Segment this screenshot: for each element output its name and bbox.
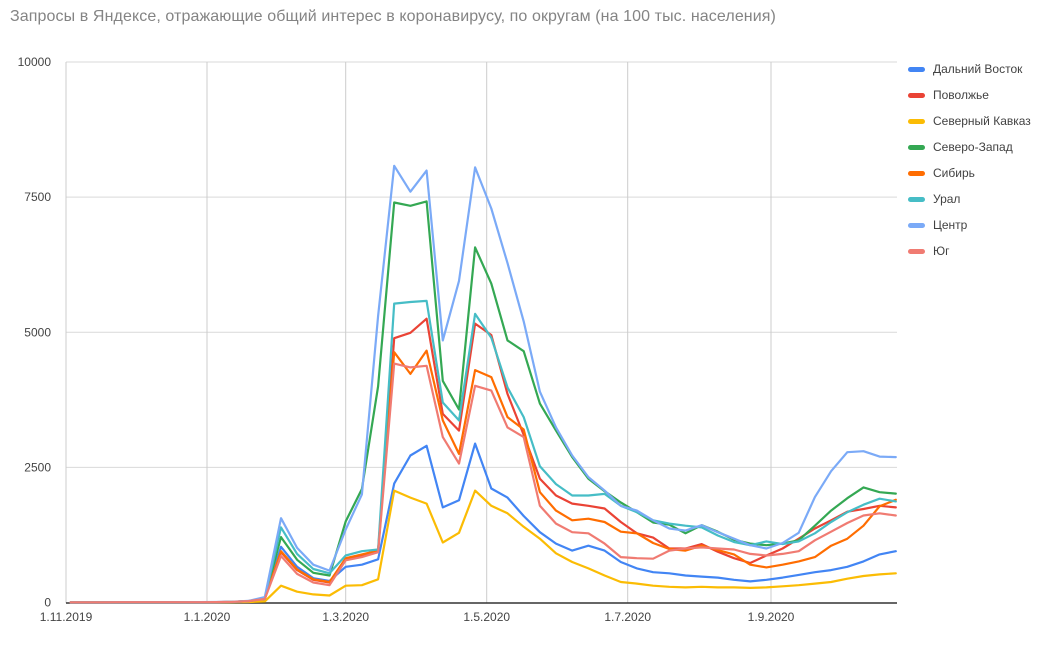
legend-label-yug: Юг [933, 244, 950, 258]
x-axis-label-3: 1.5.2020 [463, 610, 510, 624]
y-axis-label-0: 0 [44, 596, 51, 610]
x-axis-label-0: 1.11.2019 [40, 610, 93, 624]
legend-swatch-sibir [908, 170, 925, 176]
series-line-yug[interactable] [69, 362, 897, 604]
x-axis-label-1: 1.1.2020 [184, 610, 231, 624]
legend-item-yug[interactable]: Юг [908, 238, 1031, 264]
series-line-ural[interactable] [69, 299, 897, 604]
y-axis-label-5000: 5000 [24, 325, 51, 339]
legend-item-dalniy-vostok[interactable]: Дальний Восток [908, 56, 1031, 82]
legend-item-povolzhye[interactable]: Поволжье [908, 82, 1031, 108]
y-axis-label-10000: 10000 [18, 55, 52, 69]
legend-label-povolzhye: Поволжье [933, 88, 989, 102]
legend-label-tsentr: Центр [933, 218, 968, 232]
legend-swatch-povolzhye [908, 92, 925, 98]
y-axis-label-2500: 2500 [24, 460, 51, 474]
legend-swatch-tsentr [908, 222, 925, 228]
legend-label-severnyy-kavkaz: Северный Кавказ [933, 114, 1031, 128]
legend-swatch-severnyy-kavkaz [908, 118, 925, 124]
legend-item-severnyy-kavkaz[interactable]: Северный Кавказ [908, 108, 1031, 134]
x-axis-label-2: 1.3.2020 [322, 610, 369, 624]
legend-label-ural: Урал [933, 192, 961, 206]
legend-item-ural[interactable]: Урал [908, 186, 1031, 212]
x-axis-label-5: 1.9.2020 [748, 610, 795, 624]
legend-swatch-yug [908, 248, 925, 254]
legend-swatch-ural [908, 196, 925, 202]
legend: Дальний Восток Поволжье Северный Кавказ Сев… [908, 56, 1031, 264]
legend-label-sibir: Сибирь [933, 166, 975, 180]
legend-swatch-dalniy-vostok [908, 66, 925, 72]
legend-swatch-severo-zapad [908, 144, 925, 150]
legend-item-severo-zapad[interactable]: Северо-Запад [908, 134, 1031, 160]
series-line-tsentr[interactable] [69, 164, 897, 604]
x-axis-label-4: 1.7.2020 [604, 610, 651, 624]
legend-item-sibir[interactable]: Сибирь [908, 160, 1031, 186]
chart-title: Запросы в Яндексе, отражающие общий инте… [10, 8, 776, 25]
y-axis-label-7500: 7500 [24, 190, 51, 204]
series-line-povolzhye[interactable] [69, 317, 897, 604]
legend-label-dalniy-vostok: Дальний Восток [933, 62, 1023, 76]
legend-item-tsentr[interactable]: Центр [908, 212, 1031, 238]
legend-label-severo-zapad: Северо-Запад [933, 140, 1013, 154]
